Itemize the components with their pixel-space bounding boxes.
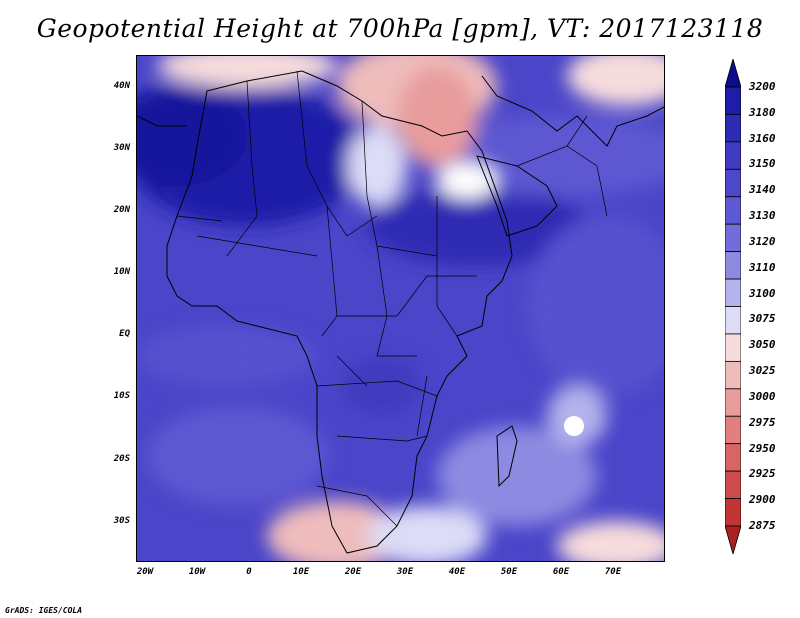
colorbar-label: 3110	[749, 260, 776, 274]
colorbar-arrow-top	[725, 59, 741, 88]
colorbar-box	[725, 443, 741, 472]
lat-label-30n: 30N	[113, 143, 130, 153]
lon-label-0: 0	[246, 567, 252, 577]
colorbar-box	[725, 278, 741, 307]
colorbar-label: 2975	[749, 415, 776, 429]
lat-label-20n: 20N	[113, 205, 130, 215]
lon-label-60e: 60E	[552, 567, 570, 577]
lon-label-10e: 10E	[292, 567, 310, 577]
colorbar-arrow-bottom	[725, 525, 741, 554]
lat-label-30s: 30S	[113, 516, 130, 526]
colorbar-label: 3025	[749, 364, 776, 378]
colorbar-label: 3075	[749, 312, 776, 326]
lon-label-30e: 30E	[396, 567, 414, 577]
lat-label-10s: 10S	[113, 391, 130, 401]
lat-label-10n: 10N	[113, 267, 130, 277]
grads-credit: GrADS: IGES/COLA	[5, 606, 83, 615]
lon-label-70e: 70E	[604, 567, 622, 577]
colorbar-box	[725, 388, 741, 417]
lat-label-eq: EQ	[119, 329, 130, 339]
country-borders	[176, 70, 608, 527]
colorbar-box	[725, 470, 741, 499]
colorbar-boxes	[725, 86, 741, 527]
high-center	[564, 416, 584, 436]
colorbar-label: 3050	[749, 338, 776, 352]
lat-label-40n: 40N	[113, 81, 130, 91]
colorbar-label: 3160	[749, 131, 776, 145]
colorbar-box	[725, 196, 741, 225]
colorbar-label: 3000	[749, 389, 776, 403]
colorbar-label: 3140	[749, 183, 776, 197]
colorbar-label: 3200	[749, 80, 776, 93]
colorbar-box	[725, 498, 741, 527]
coastlines	[137, 70, 664, 554]
colorbar-box	[725, 306, 741, 335]
colorbar-label: 3150	[749, 157, 776, 171]
colorbar-box	[725, 415, 741, 445]
colorbar-label: 2875	[749, 519, 776, 532]
colorbar-box	[725, 168, 741, 198]
colorbar-label: 3180	[749, 105, 776, 119]
map-title: Geopotential Height at 700hPa [gpm], VT:…	[36, 14, 764, 43]
colorbar-label: 3100	[749, 286, 776, 300]
colorbar-box	[725, 141, 741, 170]
colorbar-label: 3120	[749, 234, 776, 248]
colorbar-label: 2900	[749, 493, 776, 507]
colorbar-box	[725, 360, 741, 390]
lon-label-10w: 10W	[188, 567, 206, 577]
lon-label-20e: 20E	[344, 567, 362, 577]
colorbar-label: 3130	[749, 209, 776, 223]
colorbar	[725, 59, 741, 554]
lat-label-20s: 20S	[113, 454, 130, 464]
colorbar-box	[725, 223, 741, 253]
colorbar-label: 2925	[749, 467, 776, 481]
lon-label-20w: 20W	[136, 567, 154, 577]
colorbar-box	[725, 114, 741, 143]
lon-label-40e: 40E	[448, 567, 466, 577]
map-panel	[136, 55, 665, 562]
colorbar-label: 2950	[749, 441, 776, 455]
colorbar-box	[725, 86, 741, 115]
colorbar-box	[725, 333, 741, 362]
colorbar-box	[725, 251, 741, 280]
lon-label-50e: 50E	[500, 567, 518, 577]
height-field-map	[137, 56, 664, 561]
